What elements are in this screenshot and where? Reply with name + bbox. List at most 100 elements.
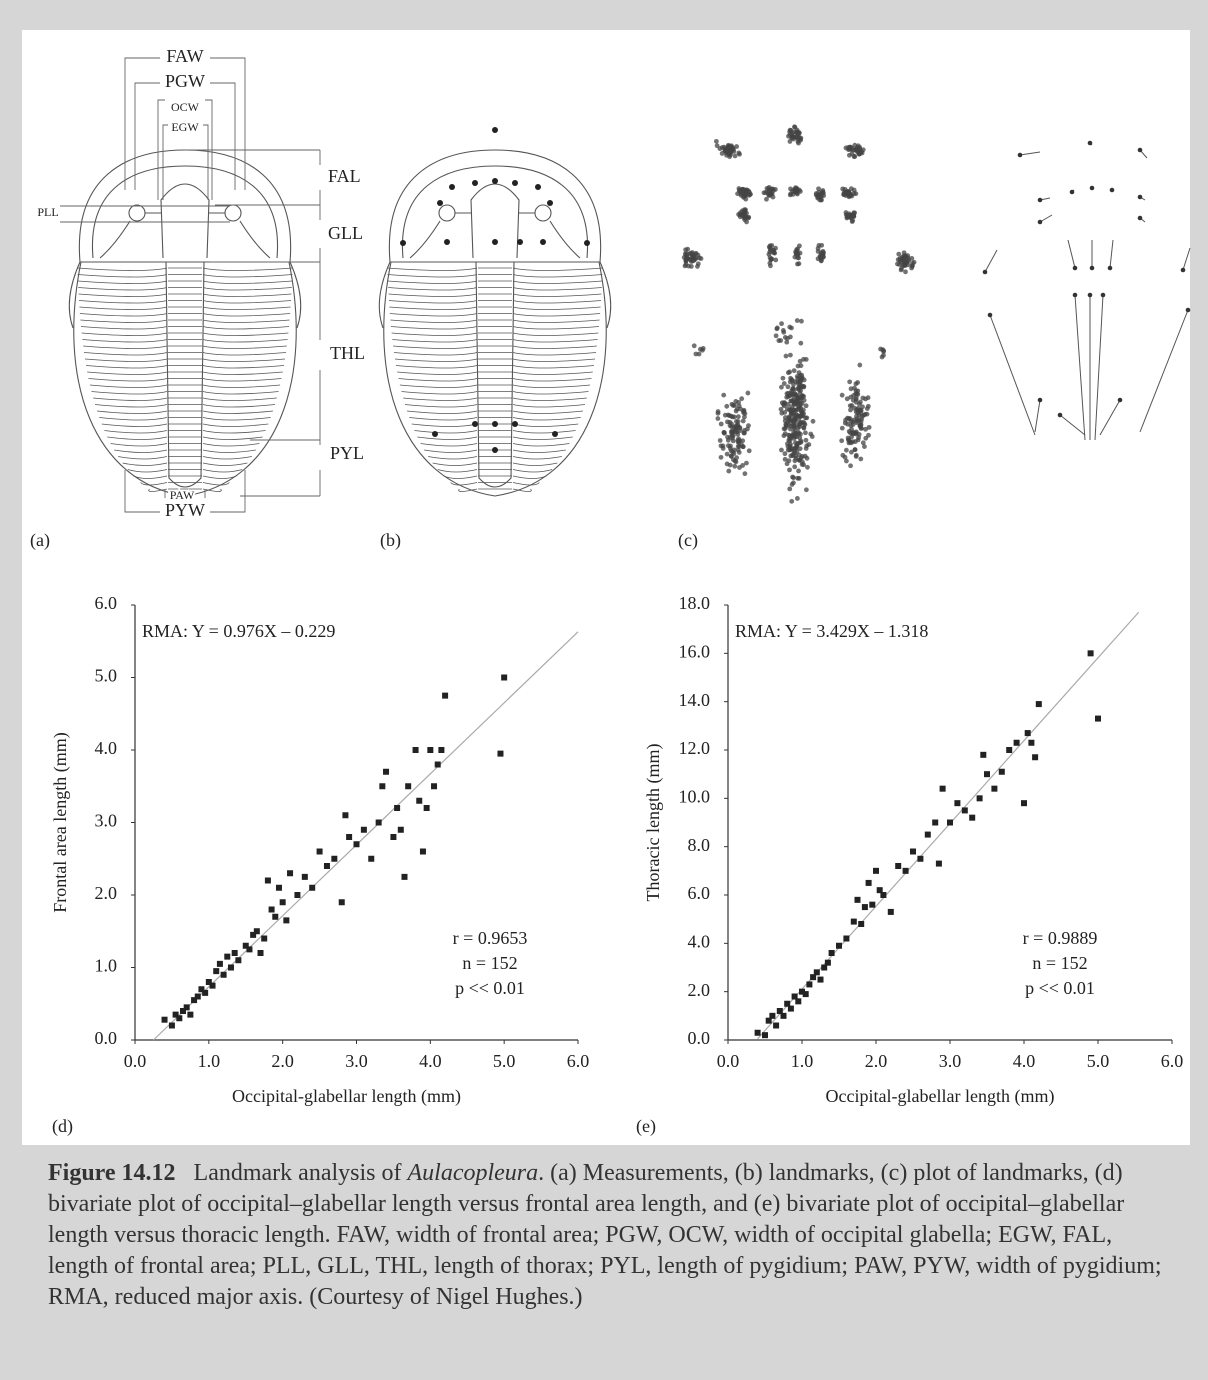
- segment: [83, 352, 287, 356]
- y-tick-label: 6.0: [95, 593, 118, 613]
- landmark-point: [732, 153, 738, 159]
- segment: [389, 313, 601, 317]
- landmark-point: [801, 425, 807, 430]
- landmark-point: [857, 362, 863, 368]
- landmark-point: [797, 250, 803, 256]
- bracket: [162, 124, 209, 200]
- point: [331, 855, 338, 862]
- landmark-point: [746, 423, 751, 429]
- measurement-label: FAL: [328, 166, 361, 186]
- landmark-point: [851, 212, 856, 218]
- point: [213, 968, 220, 975]
- landmark-point: [789, 378, 795, 384]
- landmark-point: [788, 186, 793, 192]
- landmark-point: [798, 363, 804, 369]
- genal-spine: [599, 261, 612, 329]
- landmark-point: [840, 452, 846, 458]
- x-tick-label: 6.0: [567, 1051, 590, 1071]
- landmark-point: [730, 414, 735, 420]
- landmark-point: [713, 138, 719, 144]
- annotation: RMA: Y = 3.429X – 1.318: [735, 621, 928, 641]
- segment: [77, 274, 293, 278]
- landmark-point: [745, 390, 751, 396]
- point: [773, 1022, 780, 1029]
- point: [287, 870, 294, 877]
- point: [390, 834, 397, 840]
- segment: [428, 456, 562, 460]
- point: [419, 848, 426, 855]
- landmark-point: [791, 394, 797, 399]
- point: [769, 1012, 776, 1019]
- segment: [133, 475, 237, 479]
- point: [932, 819, 939, 826]
- vector-end: [1072, 292, 1078, 298]
- point: [397, 826, 404, 833]
- point: [824, 959, 831, 966]
- point: [231, 950, 238, 956]
- thorax-outline: [73, 261, 297, 497]
- point: [1013, 739, 1020, 746]
- landmark-point: [728, 453, 734, 459]
- landmark-point: [848, 394, 854, 400]
- point: [172, 1011, 179, 1018]
- landmark-point: [683, 258, 689, 264]
- panel-label: (d): [52, 1116, 73, 1137]
- landmark-point: [730, 449, 736, 455]
- vector-end: [1037, 219, 1043, 225]
- vector-end: [1109, 187, 1115, 193]
- segment: [398, 378, 592, 382]
- cephalon-border: [401, 165, 589, 259]
- segment: [390, 326, 600, 330]
- point: [416, 797, 423, 804]
- vector: [1074, 294, 1086, 441]
- point: [954, 800, 961, 807]
- landmark-point: [803, 403, 809, 409]
- y-tick-label: 16.0: [679, 641, 711, 661]
- landmark-point: [691, 343, 697, 349]
- landmark-point: [844, 396, 850, 402]
- landmark-point: [849, 219, 855, 224]
- landmark: [472, 421, 478, 427]
- landmark-point: [792, 458, 798, 464]
- landmark: [449, 184, 455, 190]
- segment: [104, 430, 266, 434]
- point: [168, 1022, 175, 1029]
- landmark-point: [724, 403, 730, 409]
- landmark-point: [790, 474, 795, 480]
- point: [202, 989, 209, 996]
- landmark: [552, 431, 558, 437]
- point: [887, 908, 894, 915]
- landmark-point: [797, 358, 803, 364]
- landmark-point: [761, 190, 767, 196]
- landmark-point: [697, 346, 703, 352]
- segment: [82, 339, 288, 343]
- point: [394, 805, 401, 811]
- landmark-point: [793, 189, 799, 195]
- vector: [1059, 414, 1086, 436]
- landmark-point: [850, 429, 856, 435]
- landmark-point: [724, 451, 730, 457]
- landmark-point: [794, 496, 800, 501]
- y-tick-label: 4.0: [95, 738, 118, 758]
- vector: [1067, 239, 1076, 269]
- measurement-label: PAW: [170, 488, 195, 502]
- landmark: [400, 240, 406, 246]
- x-tick-label: 0.0: [124, 1051, 147, 1071]
- point: [316, 848, 323, 855]
- landmark-point: [733, 459, 739, 465]
- landmark: [517, 239, 523, 245]
- y-axis-label: Frontal area length (mm): [50, 732, 71, 912]
- x-tick-label: 2.0: [865, 1051, 888, 1071]
- landmark-point: [798, 413, 804, 418]
- landmark-point: [804, 415, 810, 421]
- segment: [78, 287, 292, 291]
- landmark-point: [784, 339, 790, 345]
- landmark-point: [736, 449, 742, 455]
- landmark-point: [798, 439, 804, 445]
- point: [843, 935, 850, 942]
- landmark-point: [896, 251, 902, 257]
- point: [810, 974, 817, 981]
- landmark-point: [848, 407, 853, 413]
- landmark-point: [735, 414, 741, 420]
- point: [854, 896, 861, 903]
